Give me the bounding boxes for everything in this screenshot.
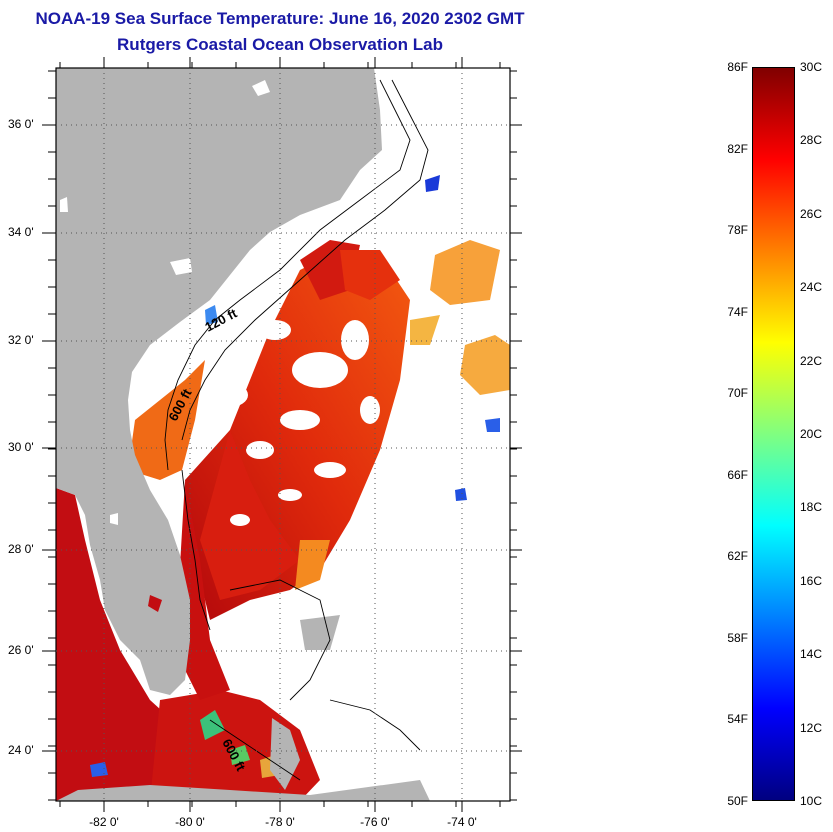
map-frame xyxy=(55,67,511,802)
map-subtitle: Rutgers Coastal Ocean Observation Lab xyxy=(117,35,443,54)
fahrenheit-label: 82F xyxy=(727,141,748,156)
land xyxy=(56,68,430,801)
map-body xyxy=(56,68,510,801)
depth-contours xyxy=(164,79,429,781)
lat-label-36: 36 0' xyxy=(8,117,34,131)
celsius-label: 12C xyxy=(800,720,823,735)
lat-label-26: 26 0' xyxy=(8,643,34,657)
graticule xyxy=(56,68,510,801)
celsius-label: 14C xyxy=(800,647,823,662)
lon-label-82: -82 0' xyxy=(89,815,119,829)
celsius-label: 26C xyxy=(800,206,823,221)
cloud-holes xyxy=(212,320,380,526)
lat-label-30: 30 0' xyxy=(8,440,34,454)
fahrenheit-label: 62F xyxy=(727,549,748,564)
lon-label-74: -74 0' xyxy=(447,815,477,829)
fahrenheit-label: 70F xyxy=(727,386,748,401)
lat-label-28: 28 0' xyxy=(8,542,34,556)
celsius-label: 16C xyxy=(800,573,823,588)
temperature-colorbar xyxy=(752,67,795,801)
lon-label-80: -80 0' xyxy=(175,815,205,829)
minor-frame-ticks xyxy=(48,62,517,807)
celsius-label: 22C xyxy=(800,353,823,368)
fahrenheit-label: 66F xyxy=(727,467,748,482)
lon-label-76: -76 0' xyxy=(360,815,390,829)
lon-label-78: -78 0' xyxy=(265,815,295,829)
lat-label-34: 34 0' xyxy=(8,225,34,239)
map-title: NOAA-19 Sea Surface Temperature: June 16… xyxy=(35,9,525,28)
lat-label-32: 32 0' xyxy=(8,333,34,347)
fahrenheit-label: 86F xyxy=(727,60,748,74)
celsius-label: 18C xyxy=(800,500,823,515)
fahrenheit-label: 78F xyxy=(727,223,748,238)
fahrenheit-label: 74F xyxy=(727,304,748,319)
celsius-label: 24C xyxy=(800,280,823,295)
fahrenheit-label: 50F xyxy=(727,794,748,808)
fahrenheit-label: 54F xyxy=(727,712,748,727)
celsius-label: 20C xyxy=(800,427,823,441)
lakes xyxy=(60,80,270,612)
celsius-label: 28C xyxy=(800,133,823,148)
celsius-label: 10C xyxy=(800,794,823,808)
lat-label-24: 24 0' xyxy=(8,743,34,757)
fahrenheit-label: 58F xyxy=(727,630,748,645)
celsius-label: 30C xyxy=(800,60,823,74)
